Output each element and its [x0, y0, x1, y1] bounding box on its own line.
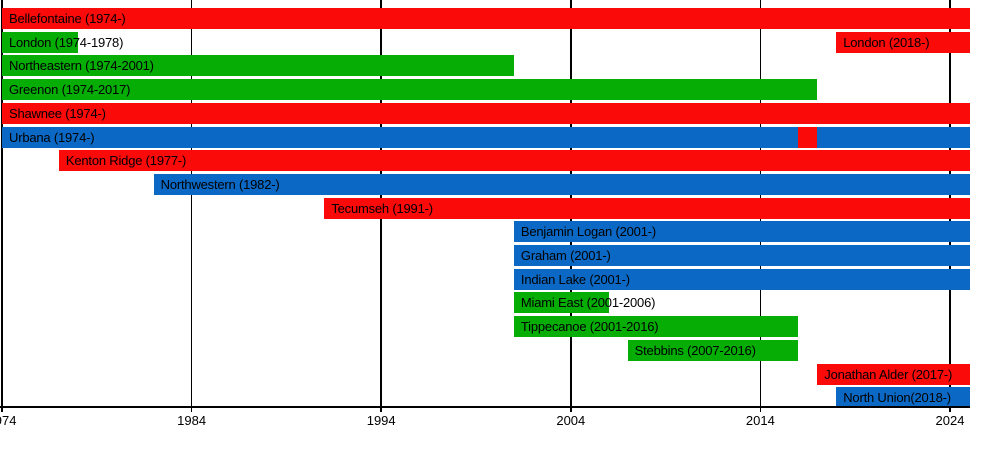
bar-shawnee: [2, 103, 971, 124]
bar-northeastern: [2, 55, 514, 76]
bar-kenton-ridge: [58, 150, 971, 171]
axis-tick-label-2004: 2004: [556, 413, 586, 428]
bar-label-indian-lake: Indian Lake (2001-): [520, 272, 630, 287]
bar-urbana: [2, 127, 971, 148]
bar-graham: [513, 245, 971, 266]
bar-label-miami-east: Miami East (2001-2006): [520, 295, 656, 310]
bar-label-north-union: North Union(2018-): [843, 390, 951, 405]
bar-jonathan-alder: [817, 364, 971, 385]
bar-bellefontaine: [2, 8, 971, 29]
axis-tick-label-1994: 1994: [366, 413, 396, 428]
bar-label-tippecanoe: Tippecanoe (2001-2016): [520, 319, 659, 334]
bar-urbana-2: [798, 127, 818, 148]
x-axis-line: [0, 406, 970, 408]
bar-miami-east: [513, 292, 609, 313]
bar-label-jonathan-alder: Jonathan Alder (2017-): [824, 367, 953, 382]
bar-benjamin-logan: [513, 221, 971, 242]
gridline-1974: [1, 0, 3, 412]
bar-label-bellefontaine: Bellefontaine (1974-): [9, 11, 126, 26]
bar-indian-lake: [513, 269, 971, 290]
bar-label-stebbins: Stebbins (2007-2016): [634, 343, 756, 358]
bar-label-kenton-ridge: Kenton Ridge (1977-): [65, 153, 187, 168]
bar-label-benjamin-logan: Benjamin Logan (2001-): [520, 224, 656, 239]
bar-london-2: [836, 32, 971, 53]
bar-label-london: London (1974-1978): [9, 35, 124, 50]
bar-london: [2, 32, 78, 53]
bar-northwestern: [153, 174, 971, 195]
bar-tippecanoe: [513, 316, 799, 337]
bar-label-london-2: London (2018-): [843, 35, 930, 50]
bar-tecumseh: [324, 198, 971, 219]
bar-label-northwestern: Northwestern (1982-): [160, 177, 280, 192]
bar-label-tecumseh: Tecumseh (1991-): [331, 201, 433, 216]
bar-stebbins: [627, 340, 799, 361]
gridline-1984: [190, 0, 193, 412]
bar-label-shawnee: Shawnee (1974-): [9, 106, 106, 121]
axis-tick-label-2014: 2014: [745, 413, 775, 428]
bar-label-graham: Graham (2001-): [520, 248, 611, 263]
axis-tick-label-2024: 2024: [935, 413, 965, 428]
bar-label-urbana: Urbana (1974-): [9, 130, 95, 145]
axis-tick-label-1974: 1974: [0, 413, 17, 428]
axis-tick-label-1984: 1984: [177, 413, 207, 428]
bar-greenon: [2, 79, 818, 100]
bar-label-northeastern: Northeastern (1974-2001): [9, 58, 154, 73]
bar-north-union: [836, 387, 971, 408]
bar-label-greenon: Greenon (1974-2017): [9, 82, 131, 97]
